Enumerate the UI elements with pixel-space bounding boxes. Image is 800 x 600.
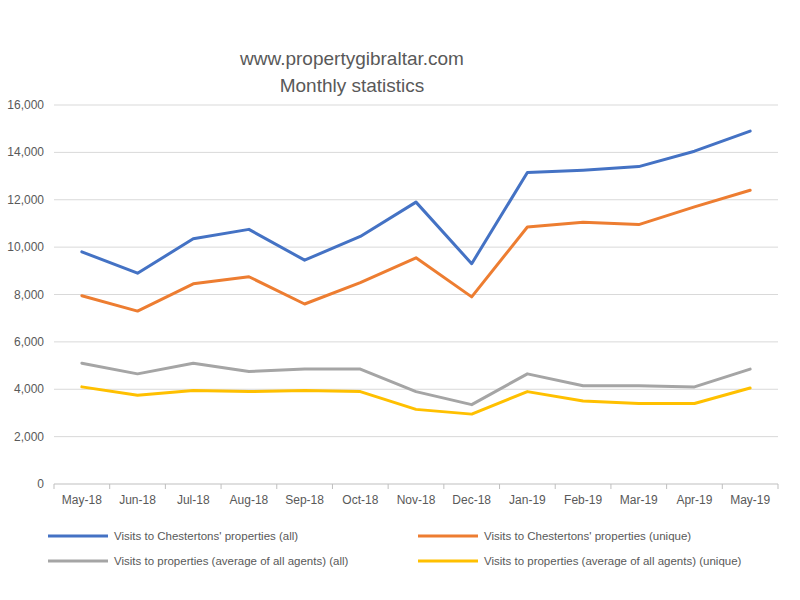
grid-line bbox=[54, 152, 778, 153]
series-group bbox=[82, 131, 750, 414]
x-tick-mark bbox=[610, 484, 611, 489]
y-tick-label: 6,000 bbox=[14, 335, 44, 349]
legend-label: Visits to properties (average of all age… bbox=[484, 555, 742, 567]
legend-label: Visits to Chestertons' properties (all) bbox=[114, 530, 298, 542]
x-axis-line bbox=[54, 484, 778, 485]
x-tick-mark bbox=[165, 484, 166, 489]
y-tick-label: 4,000 bbox=[14, 382, 44, 396]
grid bbox=[54, 105, 778, 437]
y-tick-label: 2,000 bbox=[14, 430, 44, 444]
y-tick-label: 10,000 bbox=[7, 240, 44, 254]
chart-svg: www.propertygibraltar.com Monthly statist… bbox=[0, 0, 800, 600]
legend-swatch bbox=[418, 535, 478, 538]
grid-line bbox=[54, 341, 778, 342]
y-tick-label: 8,000 bbox=[14, 288, 44, 302]
series-line bbox=[82, 363, 750, 404]
x-tick-mark bbox=[109, 484, 110, 489]
grid-line bbox=[54, 105, 778, 106]
legend-swatch bbox=[48, 535, 108, 538]
legend-swatch bbox=[418, 560, 478, 563]
grid-line bbox=[54, 294, 778, 295]
x-tick-mark bbox=[499, 484, 500, 489]
chart-root: www.propertygibraltar.com Monthly statist… bbox=[0, 0, 800, 600]
x-tick-label: Aug-18 bbox=[230, 493, 269, 507]
legend-swatch bbox=[48, 560, 108, 563]
x-tick-label: May-19 bbox=[730, 493, 770, 507]
y-tick-label: 16,000 bbox=[7, 98, 44, 112]
x-tick-mark bbox=[276, 484, 277, 489]
chart-title: www.propertygibraltar.com bbox=[239, 48, 464, 69]
x-tick-mark bbox=[388, 484, 389, 489]
x-tick-mark bbox=[722, 484, 723, 489]
x-tick-label: Jan-19 bbox=[509, 493, 546, 507]
y-tick-label: 14,000 bbox=[7, 145, 44, 159]
x-tick-mark bbox=[443, 484, 444, 489]
x-tick-mark bbox=[54, 484, 55, 489]
grid-line bbox=[54, 389, 778, 390]
x-tick-mark bbox=[332, 484, 333, 489]
x-tick-label: Apr-19 bbox=[676, 493, 712, 507]
series-line bbox=[82, 131, 750, 273]
grid-line bbox=[54, 199, 778, 200]
chart-subtitle: Monthly statistics bbox=[280, 75, 425, 96]
x-tick-label: Jun-18 bbox=[119, 493, 156, 507]
background bbox=[0, 0, 800, 600]
grid-line bbox=[54, 436, 778, 437]
x-tick-label: Jul-18 bbox=[177, 493, 210, 507]
y-tick-label: 12,000 bbox=[7, 193, 44, 207]
y-tick-label: 0 bbox=[37, 477, 44, 491]
x-tick-label: Sep-18 bbox=[285, 493, 324, 507]
x-tick-mark bbox=[221, 484, 222, 489]
x-tick-label: Dec-18 bbox=[452, 493, 491, 507]
x-tick-label: Oct-18 bbox=[342, 493, 378, 507]
x-tick-label: Mar-19 bbox=[620, 493, 658, 507]
grid-line bbox=[54, 247, 778, 248]
series-line bbox=[82, 190, 750, 311]
legend-label: Visits to properties (average of all age… bbox=[114, 555, 349, 567]
x-tick-label: May-18 bbox=[62, 493, 102, 507]
x-tick-mark bbox=[555, 484, 556, 489]
x-tick-label: Nov-18 bbox=[397, 493, 436, 507]
legend-label: Visits to Chestertons' properties (uniqu… bbox=[484, 530, 691, 542]
x-tick-label: Feb-19 bbox=[564, 493, 602, 507]
legend: Visits to Chestertons' properties (all) V… bbox=[48, 530, 742, 567]
x-tick-mark bbox=[666, 484, 667, 489]
x-tick-mark bbox=[778, 484, 779, 489]
